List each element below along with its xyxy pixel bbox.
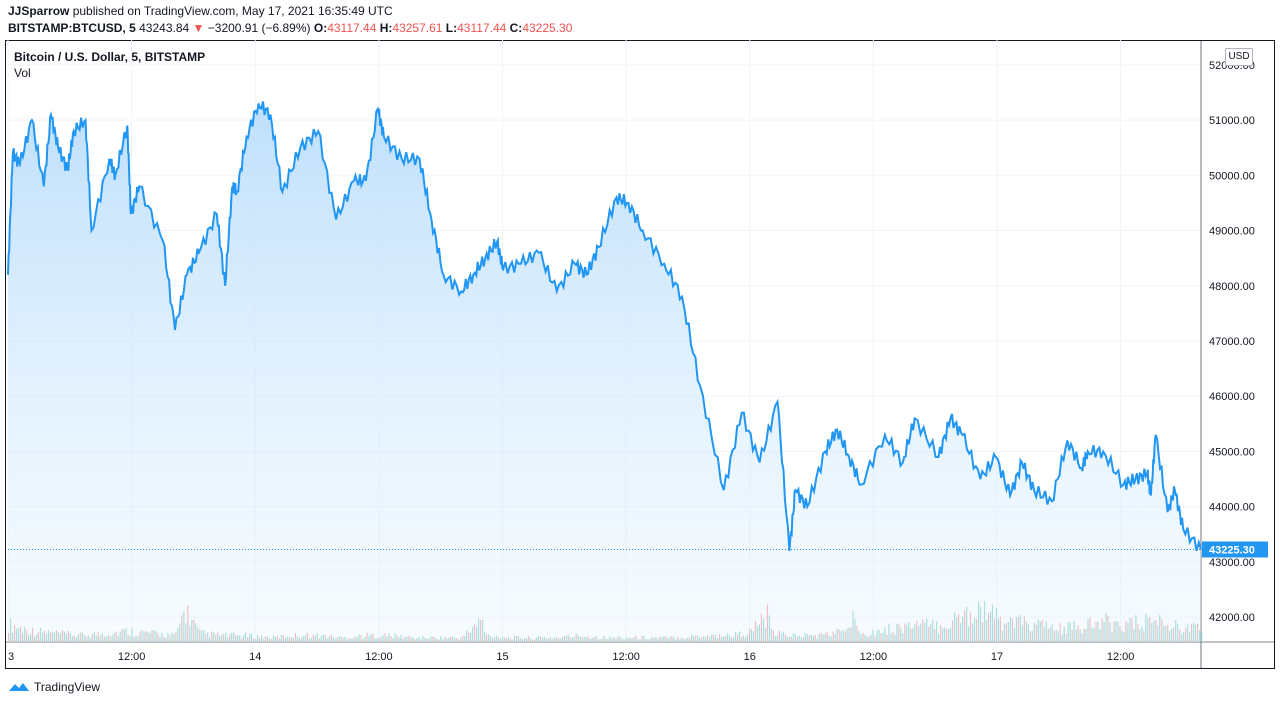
- y-tick-label: 42000.00: [1209, 612, 1255, 624]
- y-tick-label: 46000.00: [1209, 391, 1255, 403]
- y-tick-label: 51000.00: [1209, 115, 1255, 127]
- change-value: −3200.91 (−6.89%): [207, 21, 311, 35]
- x-tick-label: 12:00: [612, 651, 640, 663]
- price-axis[interactable]: 42000.00 43000.00 44000.00 45000.00 46000.00…: [1209, 60, 1255, 624]
- volume-bar: [1201, 631, 1203, 642]
- y-tick-label: 45000.00: [1209, 446, 1255, 458]
- currency-button[interactable]: USD: [1225, 48, 1253, 66]
- footer-brand[interactable]: TradingView: [8, 678, 100, 696]
- low-value: 43117.44: [457, 21, 507, 35]
- close-label: C:: [509, 21, 523, 35]
- y-tick-label: 49000.00: [1209, 226, 1255, 238]
- close-value: 43225.30: [522, 21, 573, 35]
- y-tick-label: 50000.00: [1209, 170, 1255, 182]
- x-tick-label: 12:00: [1107, 651, 1135, 663]
- down-arrow-icon: ▼: [192, 21, 205, 35]
- price-chart[interactable]: 42000.00 43000.00 44000.00 45000.00 46000.00…: [5, 40, 1275, 669]
- x-tick-label: 12:00: [365, 651, 393, 663]
- brand-name: TradingView: [34, 680, 101, 694]
- time-axis[interactable]: 3 12:00 14 12:00 15 12:00 16 12:00 17 12:00: [8, 651, 1134, 663]
- chart-legend-title: Bitcoin / U.S. Dollar, 5, BITSTAMP: [14, 50, 206, 64]
- tradingview-logo-icon: [9, 683, 29, 691]
- x-tick-label: 15: [496, 651, 508, 663]
- low-label: L:: [445, 21, 458, 35]
- price-value: 43243.84: [139, 21, 190, 35]
- symbol-label: BITSTAMP:BTCUSD, 5: [8, 21, 136, 35]
- y-tick-label: 48000.00: [1209, 281, 1255, 293]
- high-value: 43257.61: [392, 21, 443, 35]
- high-label: H:: [379, 21, 393, 35]
- volume-legend: Vol: [14, 66, 31, 80]
- last-price-badge: 43225.30: [1202, 541, 1268, 558]
- x-tick-label: 12:00: [860, 651, 888, 663]
- x-tick-label: 16: [744, 651, 756, 663]
- y-tick-label: 43000.00: [1209, 557, 1255, 569]
- x-tick-label: 14: [249, 651, 261, 663]
- x-tick-label: 3: [8, 651, 14, 663]
- last-price-label: 43225.30: [1209, 544, 1255, 556]
- chart-frame: [5, 40, 1275, 669]
- price-line: [7, 101, 1202, 552]
- last-price-badge-bg: [1202, 541, 1268, 558]
- ohlc-bar: BITSTAMP:BTCUSD, 5 43243.84 ▼ −3200.91 (…: [8, 21, 572, 35]
- published-text: published on TradingView.com, May 17, 20…: [69, 4, 393, 18]
- y-tick-label: 44000.00: [1209, 502, 1255, 514]
- x-tick-label: 17: [991, 651, 1003, 663]
- y-tick-label: 47000.00: [1209, 336, 1255, 348]
- open-value: 43117.44: [327, 21, 377, 35]
- price-area: [8, 101, 1201, 642]
- x-tick-label: 12:00: [118, 651, 146, 663]
- author-name[interactable]: JJSparrow: [8, 4, 70, 18]
- publish-info: JJSparrow published on TradingView.com, …: [8, 4, 393, 18]
- open-label: O:: [313, 21, 328, 35]
